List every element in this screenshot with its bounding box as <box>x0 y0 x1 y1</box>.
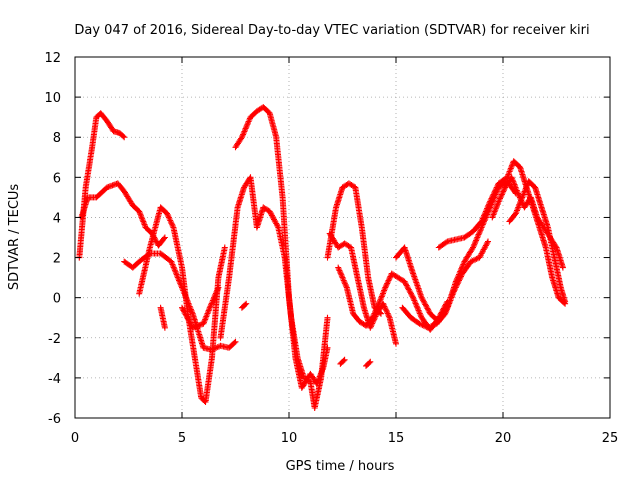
series-track-14 <box>363 358 374 369</box>
data-point-markers <box>363 358 374 369</box>
data-point-markers <box>217 174 331 411</box>
data-point-markers <box>179 284 222 331</box>
series-track-8 <box>217 174 331 411</box>
data-point-markers <box>326 230 399 347</box>
data-point-markers <box>337 356 348 367</box>
y-tick-label: 10 <box>44 91 61 106</box>
plot-area-frame <box>74 56 611 419</box>
y-tick-label: -4 <box>48 372 61 387</box>
y-tick-label: 6 <box>53 171 61 186</box>
series-track-6 <box>179 284 222 331</box>
x-tick-label: 5 <box>178 431 186 446</box>
series-track-16 <box>399 238 491 331</box>
series-track-11 <box>326 230 399 347</box>
x-tick-label: 20 <box>495 431 512 446</box>
data-point-markers <box>399 238 491 331</box>
y-tick-label: 2 <box>53 252 61 267</box>
data-point-markers <box>78 180 168 249</box>
data-point-markers <box>506 178 569 305</box>
x-tick-label: 10 <box>281 431 298 446</box>
y-tick-label: 12 <box>44 51 61 66</box>
series-track-13 <box>337 356 348 367</box>
x-tick-label: 15 <box>388 431 405 446</box>
axis-ticks: 0 5 10 15 20 25 -6 -4 -2 0 2 4 6 8 10 12 <box>44 51 618 446</box>
y-tick-label: 4 <box>53 211 61 226</box>
x-tick-label: 0 <box>71 431 79 446</box>
y-tick-label: -6 <box>48 412 61 427</box>
data-point-markers <box>157 304 168 331</box>
data-marks <box>76 104 569 411</box>
x-tick-label: 25 <box>602 431 619 446</box>
y-tick-label: -2 <box>48 332 61 347</box>
y-tick-label: 8 <box>53 131 61 146</box>
grid-lines <box>75 57 610 418</box>
chart-title: Day 047 of 2016, Sidereal Day-to-day VTE… <box>74 23 589 38</box>
series-track-9 <box>238 300 250 311</box>
data-point-markers <box>238 300 250 311</box>
series-track-2 <box>78 180 168 249</box>
series-track-5 <box>157 304 168 331</box>
y-axis-label: SDTVAR / TECUs <box>7 184 22 291</box>
series-track-19 <box>506 178 569 305</box>
x-axis-label: GPS time / hours <box>286 459 395 474</box>
y-tick-label: 0 <box>53 292 61 307</box>
